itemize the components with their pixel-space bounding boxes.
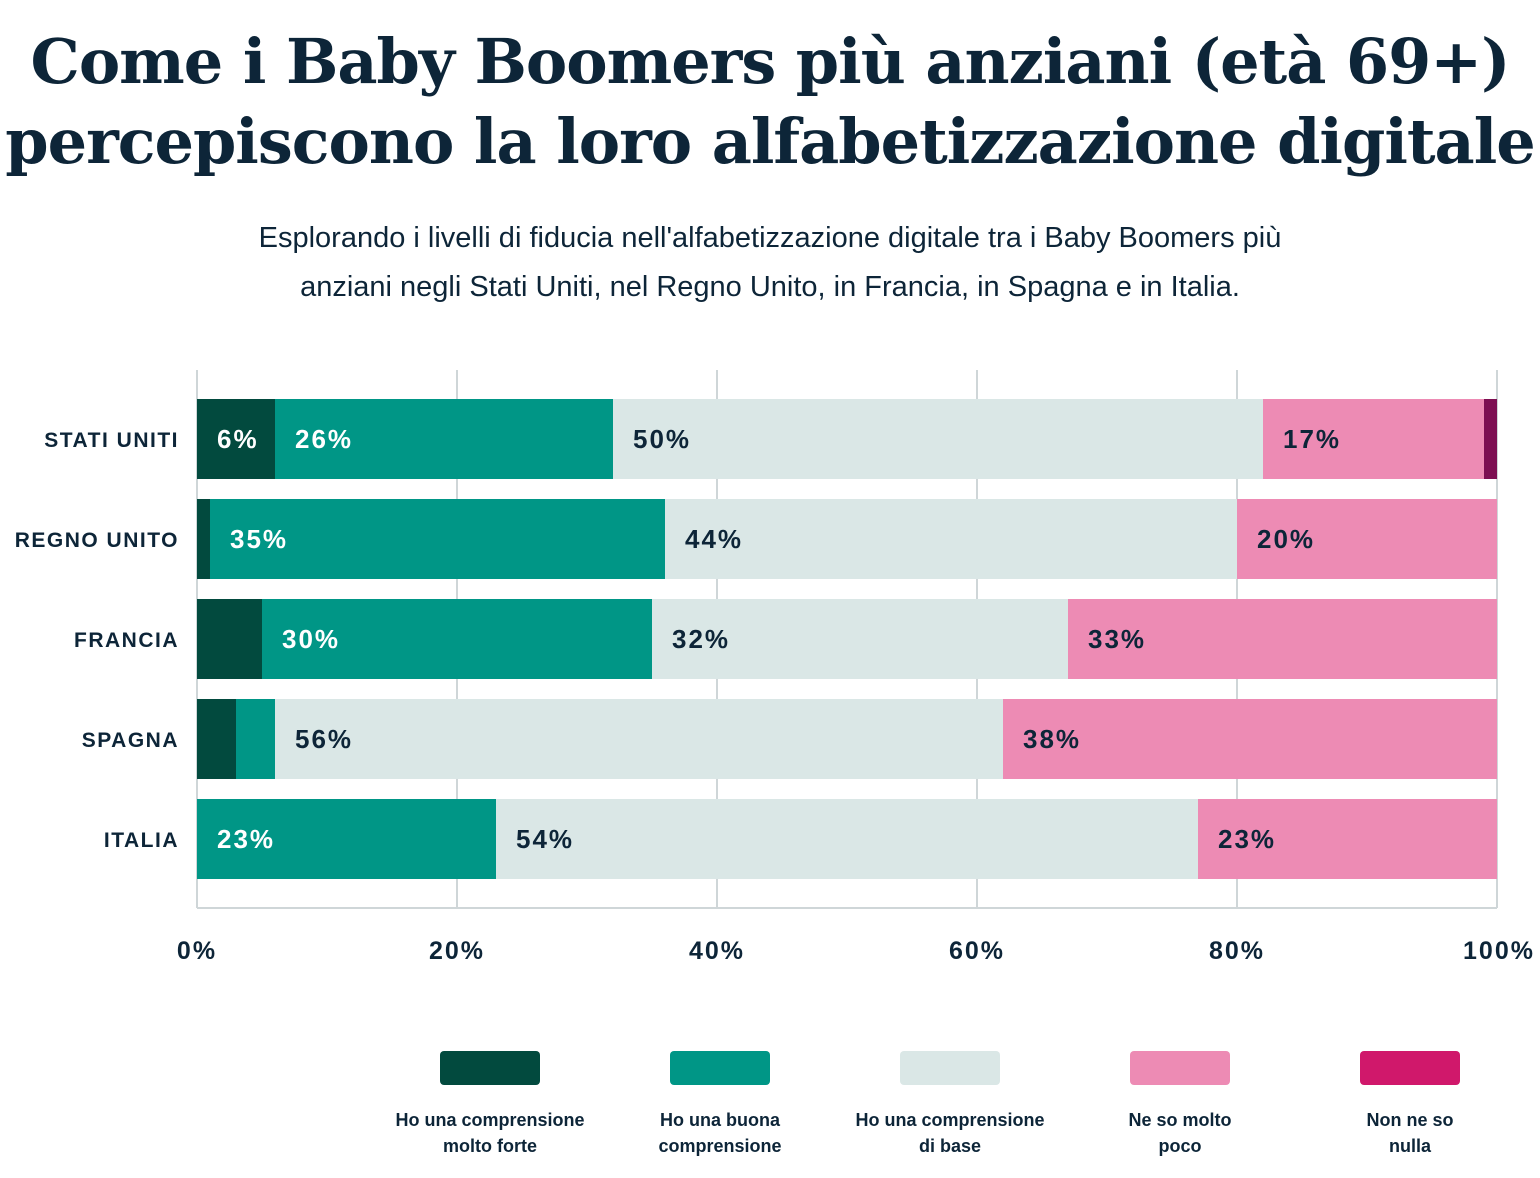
legend-label: molto forte [443, 1136, 537, 1156]
bar-segment [1198, 799, 1497, 879]
x-tick-label: 60% [949, 937, 1005, 965]
data-label: 54% [516, 824, 574, 854]
x-tick-label: 0% [177, 937, 217, 965]
category-label: ITALIA [104, 829, 179, 852]
data-label: 50% [633, 424, 691, 454]
legend-swatch [900, 1051, 1000, 1085]
legend-label: di base [919, 1136, 981, 1156]
bar-segment [275, 699, 1003, 779]
data-label: 30% [282, 624, 340, 654]
bar-segment [1237, 499, 1497, 579]
bar-segment [652, 599, 1068, 679]
legend-label: nulla [1389, 1136, 1432, 1156]
bar-segment [197, 799, 496, 879]
category-label: STATI UNITI [44, 429, 179, 452]
data-label: 44% [685, 524, 743, 554]
bar-segment [613, 399, 1263, 479]
bar-segment [262, 599, 652, 679]
x-tick-label: 40% [689, 937, 745, 965]
data-label: 17% [1283, 424, 1341, 454]
legend-label: Ho una buona [660, 1110, 781, 1130]
category-label: FRANCIA [74, 629, 179, 652]
subtitle-line-2: anziani negli Stati Uniti, nel Regno Uni… [300, 271, 1240, 303]
title-line-2: percepiscono la loro alfabetizzazione di… [5, 105, 1535, 178]
bar-segment [665, 499, 1237, 579]
x-tick-label: 20% [429, 937, 485, 965]
data-label: 35% [230, 524, 288, 554]
legend-swatch [670, 1051, 770, 1085]
bar-segment [197, 399, 275, 479]
legend-label: Ho una comprensione [855, 1110, 1044, 1130]
legend-label: poco [1159, 1136, 1202, 1156]
data-label: 33% [1088, 624, 1146, 654]
data-label: 38% [1023, 724, 1081, 754]
bar-segment [210, 499, 665, 579]
x-tick-label: 80% [1209, 937, 1265, 965]
category-label: SPAGNA [82, 729, 179, 752]
bar-segment [197, 699, 236, 779]
chart-title: Come i Baby Boomers più anziani (età 69+… [0, 22, 1540, 182]
bar-segment [197, 499, 210, 579]
data-label: 26% [295, 424, 353, 454]
data-label: 20% [1257, 524, 1315, 554]
legend-label: Non ne so [1366, 1110, 1453, 1130]
data-label: 23% [217, 824, 275, 854]
legend-label: Ho una comprensione [395, 1110, 584, 1130]
legend-swatch [440, 1051, 540, 1085]
bar-segment [275, 399, 613, 479]
bar-segment [496, 799, 1198, 879]
category-label: REGNO UNITO [15, 529, 179, 552]
data-label: 23% [1218, 824, 1276, 854]
title-line-1: Come i Baby Boomers più anziani (età 69+… [30, 25, 1510, 98]
data-label: 6% [217, 424, 259, 454]
legend-label: Ne so molto [1128, 1110, 1231, 1130]
bar-segment [1484, 399, 1497, 479]
data-label: 32% [672, 624, 730, 654]
bar-segment [1003, 699, 1497, 779]
legend-swatch [1130, 1051, 1230, 1085]
legend-swatch [1360, 1051, 1460, 1085]
bar-segment [197, 599, 262, 679]
bar-segment [1068, 599, 1497, 679]
chart-subtitle: Esplorando i livelli di fiducia nell'alf… [150, 214, 1390, 312]
subtitle-line-1: Esplorando i livelli di fiducia nell'alf… [258, 222, 1282, 254]
bar-segment [1263, 399, 1484, 479]
x-tick-label: 100% [1463, 937, 1535, 965]
legend-label: comprensione [658, 1136, 781, 1156]
data-label: 56% [295, 724, 353, 754]
bar-segment [236, 699, 275, 779]
